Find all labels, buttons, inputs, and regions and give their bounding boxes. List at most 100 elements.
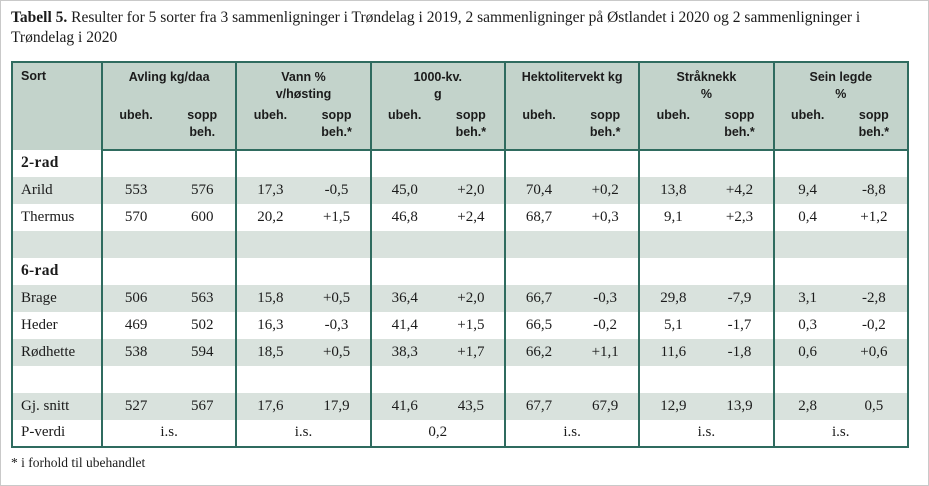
soppbeh-line1: sopp <box>724 107 755 122</box>
empty-cell <box>369 230 505 258</box>
empty-cell <box>100 257 237 285</box>
table-body: 2-rad Arild 553 576 17,3 -0,5 45,0 +2,0 … <box>12 149 908 447</box>
empty-cell <box>100 230 237 258</box>
value-cell: +0,6 <box>840 338 908 366</box>
value-cell: 9,4 <box>772 176 841 204</box>
value-cell: +2,0 <box>437 284 505 312</box>
value-cell: 5,1 <box>638 311 707 339</box>
empty-cell <box>638 257 774 285</box>
empty-cell <box>503 365 640 393</box>
sort-name: Brage <box>12 284 102 312</box>
value-cell: -8,8 <box>840 176 908 204</box>
empty-cell <box>235 257 371 285</box>
data-row-thermus: Thermus 570 600 20,2 +1,5 46,8 +2,4 68,7… <box>12 203 908 231</box>
sort-name: Rødhette <box>12 338 102 366</box>
value-cell: 67,9 <box>572 392 640 420</box>
empty-cell <box>100 365 237 393</box>
value-cell: 18,5 <box>235 338 304 366</box>
value-cell: 43,5 <box>437 392 505 420</box>
pvalue-label: P-verdi <box>21 424 66 441</box>
group-label-line2: % <box>835 86 847 101</box>
table-header: Sort Avling kg/daa Vann % v/høsting 1000… <box>12 61 908 151</box>
value-cell: +2,4 <box>457 208 485 225</box>
value-cell: 0,4 <box>772 203 841 231</box>
results-table: Sort Avling kg/daa Vann % v/høsting 1000… <box>11 60 909 448</box>
soppbeh-line2: beh.* <box>321 124 352 139</box>
value-cell: 563 <box>169 284 237 312</box>
soppbeh-line2: beh. <box>189 124 216 139</box>
group-label-line1: Avling kg/daa <box>128 69 210 84</box>
value-cell: 0,5 <box>840 392 908 420</box>
value-cell: -0,3 <box>572 284 640 312</box>
value-cell: -0,2 <box>861 316 886 333</box>
group-label-line2: % <box>700 86 712 101</box>
value-cell: -0,2 <box>593 316 618 333</box>
value-cell: 17,6 <box>235 392 304 420</box>
data-row-arild: Arild 553 576 17,3 -0,5 45,0 +2,0 70,4 +… <box>12 176 908 204</box>
soppbeh-line1: sopp <box>590 107 621 122</box>
value-cell: -7,9 <box>706 284 774 312</box>
soppbeh-line1: sopp <box>455 107 486 122</box>
empty-cell <box>772 149 908 177</box>
value-cell: 66,5 <box>503 311 573 339</box>
section-row-2rad: 2-rad <box>12 149 908 177</box>
group-label-line2: g <box>433 86 442 101</box>
footnote: * i forhold til ubehandlet <box>11 454 146 470</box>
empty-cell <box>638 149 774 177</box>
value-cell: -2,8 <box>840 284 908 312</box>
pvalue-row: P-verdi i.s. i.s. 0,2 i.s. i.s. i.s. <box>12 419 908 447</box>
empty-cell <box>100 149 237 177</box>
value-cell: 12,9 <box>638 392 707 420</box>
pvalue-cell: i.s. <box>638 419 774 447</box>
table-caption: Tabell 5. Resulter for 5 sorter fra 3 sa… <box>11 8 899 49</box>
empty-cell <box>503 230 640 258</box>
empty-cell <box>12 230 102 258</box>
empty-cell <box>638 365 774 393</box>
value-cell: 9,1 <box>638 203 707 231</box>
value-cell: 469 <box>100 311 170 339</box>
col-header-soppbeh: sopp beh.* <box>437 104 505 151</box>
value-cell: 506 <box>100 284 170 312</box>
sort-name: Gj. snitt <box>12 392 102 420</box>
pvalue-cell: i.s. <box>772 419 908 447</box>
empty-cell <box>638 230 774 258</box>
group-label-line1: 1000-kv. <box>413 69 462 84</box>
col-header-soppbeh: sopp beh.* <box>706 104 774 151</box>
empty-cell <box>772 365 908 393</box>
value-cell: +0,5 <box>303 284 371 312</box>
value-cell: 570 <box>100 203 170 231</box>
empty-cell <box>235 149 371 177</box>
value-cell: +1,7 <box>437 338 505 366</box>
value-cell: 29,8 <box>638 284 707 312</box>
value-cell: 20,2 <box>235 203 304 231</box>
sort-name: Thermus <box>21 208 75 225</box>
value-cell: +0,3 <box>591 208 619 225</box>
value-cell: +1,2 <box>860 208 888 225</box>
empty-cell <box>369 257 505 285</box>
value-cell: -1,8 <box>706 338 774 366</box>
spacer-row <box>12 230 908 258</box>
value-cell: 15,8 <box>235 284 304 312</box>
value-cell: 11,6 <box>638 338 707 366</box>
value-cell: 66,2 <box>503 338 573 366</box>
empty-cell <box>369 365 505 393</box>
empty-cell <box>235 365 371 393</box>
value-cell: 13,9 <box>706 392 774 420</box>
value-cell: 13,8 <box>638 176 707 204</box>
empty-cell <box>503 257 640 285</box>
sort-name: Arild <box>12 176 102 204</box>
group-label-line2: v/høsting <box>275 86 332 101</box>
value-cell: 41,6 <box>369 392 438 420</box>
value-cell: 17,9 <box>303 392 371 420</box>
value-cell: 68,7 <box>503 203 573 231</box>
data-row-gjsnitt: Gj. snitt 527 567 17,6 17,9 41,6 43,5 67… <box>12 392 908 420</box>
value-cell: 567 <box>169 392 237 420</box>
value-cell: 527 <box>100 392 170 420</box>
soppbeh-line1: sopp <box>321 107 352 122</box>
soppbeh-line2: beh.* <box>455 124 487 139</box>
empty-cell <box>12 366 102 393</box>
soppbeh-line1: sopp <box>858 107 889 122</box>
col-header-soppbeh: sopp beh.* <box>572 104 640 151</box>
table-caption-text: Resulter for 5 sorter fra 3 sammenlignin… <box>11 9 861 47</box>
